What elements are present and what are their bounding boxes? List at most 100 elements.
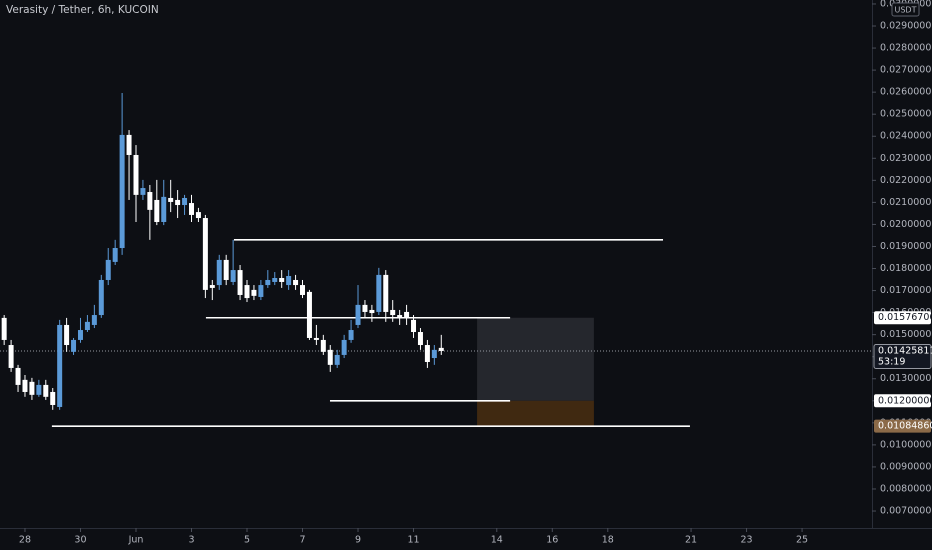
candle-body: [327, 349, 333, 365]
candle-body: [369, 309, 375, 314]
candle-body: [424, 345, 430, 362]
candle-body: [195, 212, 201, 219]
axes: 0.00700000 0.00800000 0.00900000 0.01000000…: [19, 0, 932, 546]
y-tick-label: 0.02300000: [880, 153, 932, 164]
candle-body: [133, 154, 139, 195]
candle-body: [348, 330, 354, 340]
zone-box: [477, 400, 594, 427]
candle-body: [202, 218, 208, 290]
zone-box: [477, 317, 594, 401]
y-tick-label: 0.02600000: [880, 87, 932, 98]
candle-body: [265, 279, 271, 286]
y-tick-label: 0.02800000: [880, 43, 932, 54]
candles: [1, 93, 444, 410]
price-tag-countdown: 53:19: [878, 357, 905, 368]
candle-body: [216, 259, 222, 286]
y-tick-label: 0.01700000: [880, 285, 932, 296]
candle-body: [98, 279, 104, 316]
y-tick-label: 0.00700000: [880, 506, 932, 517]
y-tick-label: 0.00800000: [880, 483, 932, 494]
candle-body: [77, 330, 83, 340]
candle-body: [272, 277, 278, 282]
candle-body: [126, 134, 132, 155]
candle-body: [230, 270, 236, 282]
y-tick-label: 0.01800000: [880, 263, 932, 274]
candle-body: [390, 309, 396, 316]
price-tag-label: 0.01425811: [878, 346, 932, 357]
price-tag: [874, 311, 931, 325]
candle-body: [161, 196, 167, 223]
y-tick-label: 0.02500000: [880, 109, 932, 120]
candle-body: [50, 391, 56, 405]
candle-body: [140, 188, 146, 195]
candle-body: [71, 339, 77, 352]
candle-body: [404, 311, 410, 318]
candle-body: [112, 248, 118, 262]
candle-body: [91, 315, 97, 325]
y-tick-label: 0.02100000: [880, 197, 932, 208]
x-tick-label: 25: [796, 535, 808, 546]
candle-body: [438, 347, 444, 351]
candle-body: [188, 203, 194, 215]
candle-body: [397, 315, 403, 318]
x-tick-label: 28: [19, 535, 31, 546]
y-tick-label: 0.02000000: [880, 219, 932, 230]
price-tag: [874, 394, 931, 408]
candle-body: [258, 285, 264, 297]
x-tick-label: 21: [685, 535, 697, 546]
unit-label: USDT: [895, 6, 917, 15]
candle-body: [1, 317, 7, 340]
candle-body: [306, 291, 312, 338]
candle-body: [279, 277, 285, 282]
y-tick-label: 0.01500000: [880, 329, 932, 340]
price-tag: [873, 344, 932, 370]
drawings: [0, 239, 872, 427]
chart-title: Verasity / Tether, 6h, KUCOIN: [6, 4, 159, 16]
x-tick-label: 23: [741, 535, 753, 546]
candle-body: [36, 384, 42, 395]
price-tag-label: 0.01576706: [878, 312, 932, 323]
y-tick-label: 0.01300000: [880, 373, 932, 384]
candle-body: [147, 192, 153, 210]
price-tag-label: 0.01084860: [878, 421, 932, 432]
candle-body: [251, 289, 257, 296]
candle-body: [417, 332, 423, 346]
y-tick-label: 0.02700000: [880, 65, 932, 76]
candle-body: [168, 197, 174, 202]
x-tick-label: 5: [244, 535, 250, 546]
candle-body: [286, 276, 292, 286]
candle-body: [313, 337, 319, 340]
candle-body: [8, 345, 14, 368]
candle-body: [57, 324, 63, 407]
candle-body: [209, 285, 215, 288]
candle-body: [334, 354, 340, 365]
candle-body: [320, 339, 326, 352]
candle-body: [341, 339, 347, 355]
unit-box: [891, 2, 920, 17]
candle-body: [64, 324, 70, 346]
candle-body: [22, 379, 28, 392]
candle-body: [431, 349, 437, 359]
candle-body: [29, 381, 35, 395]
candle-body: [362, 304, 368, 312]
candle-body: [411, 319, 417, 333]
candle-body: [355, 304, 361, 325]
x-tick-label: 9: [355, 535, 361, 546]
candle-body: [15, 367, 21, 385]
x-tick-label: 14: [491, 535, 503, 546]
candle-body: [244, 285, 250, 299]
candle-body: [43, 384, 49, 397]
candle-body: [154, 199, 160, 223]
price-tag: [874, 419, 931, 433]
y-tick-label: 0.01900000: [880, 241, 932, 252]
x-tick-label: 30: [74, 535, 86, 546]
x-tick-label: 11: [407, 535, 419, 546]
candle-body: [376, 274, 382, 312]
candle-body: [119, 134, 125, 249]
y-tick-label: 0.02200000: [880, 175, 932, 186]
x-tick-label: 18: [602, 535, 614, 546]
x-tick-label: Jun: [128, 535, 144, 546]
candle-body: [300, 285, 306, 295]
